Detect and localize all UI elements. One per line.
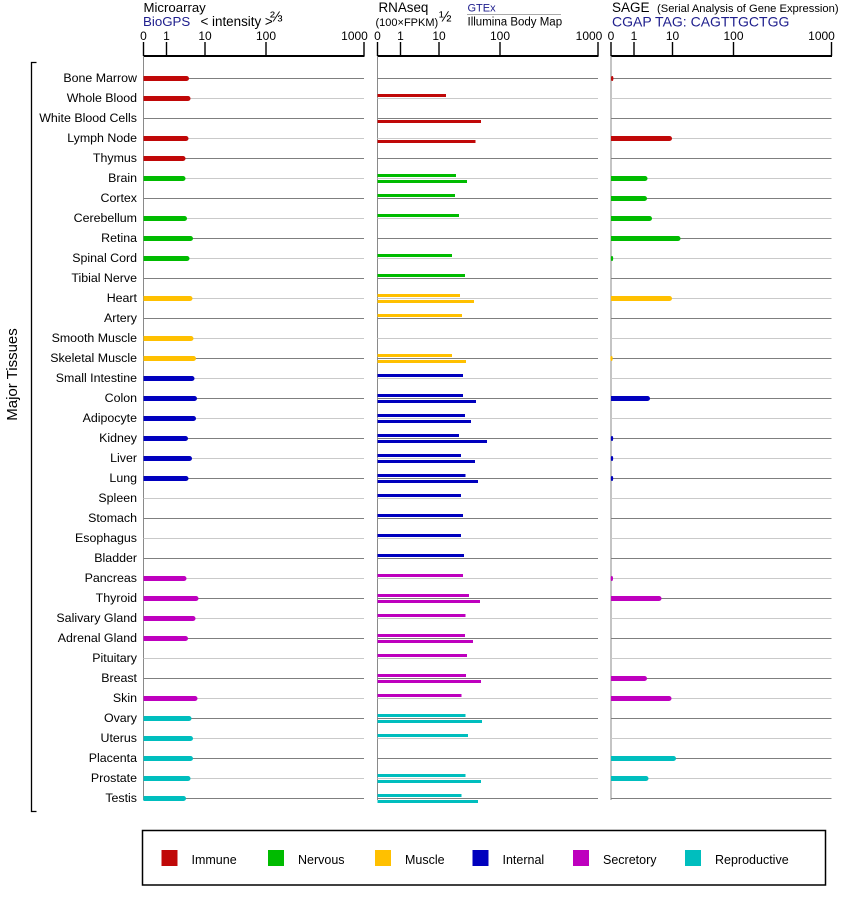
- svg-text:Skin: Skin: [113, 691, 137, 705]
- svg-text:Kidney: Kidney: [99, 431, 138, 445]
- svg-text:Lymph Node: Lymph Node: [67, 131, 137, 145]
- svg-text:Breast: Breast: [101, 671, 137, 685]
- svg-text:1000: 1000: [808, 29, 835, 43]
- svg-text:Internal: Internal: [503, 853, 545, 867]
- svg-text:10: 10: [432, 29, 446, 43]
- svg-text:Cortex: Cortex: [101, 191, 138, 205]
- svg-text:Retina: Retina: [101, 231, 137, 245]
- svg-text:Immune: Immune: [192, 853, 237, 867]
- svg-text:Thyroid: Thyroid: [96, 591, 137, 605]
- svg-text:Cerebellum: Cerebellum: [74, 211, 137, 225]
- svg-text:Skeletal Muscle: Skeletal Muscle: [50, 351, 137, 365]
- svg-text:Major Tissues: Major Tissues: [4, 328, 21, 421]
- svg-text:Bone Marrow: Bone Marrow: [63, 71, 137, 85]
- svg-text:Thymus: Thymus: [93, 151, 137, 165]
- svg-text:Muscle: Muscle: [405, 853, 445, 867]
- svg-text:Pancreas: Pancreas: [85, 571, 137, 585]
- svg-text:1: 1: [631, 29, 638, 43]
- svg-text:Spleen: Spleen: [98, 491, 137, 505]
- svg-text:Artery: Artery: [104, 311, 138, 325]
- svg-text:Heart: Heart: [107, 291, 138, 305]
- svg-text:Tibial Nerve: Tibial Nerve: [71, 271, 137, 285]
- svg-text:Whole Blood: Whole Blood: [67, 91, 137, 105]
- svg-text:Nervous: Nervous: [298, 853, 345, 867]
- svg-text:Uterus: Uterus: [101, 731, 138, 745]
- svg-text:(Serial Analysis of Gene Expre: (Serial Analysis of Gene Expression): [657, 3, 839, 15]
- svg-text:Microarray: Microarray: [144, 0, 207, 15]
- svg-text:Adipocyte: Adipocyte: [83, 411, 138, 425]
- svg-text:Small Intestine: Small Intestine: [56, 371, 137, 385]
- svg-text:Secretory: Secretory: [603, 853, 657, 867]
- svg-text:½: ½: [439, 9, 452, 26]
- svg-text:BioGPS: BioGPS: [143, 14, 190, 29]
- svg-text:Testis: Testis: [105, 791, 137, 805]
- svg-text:Brain: Brain: [108, 171, 137, 185]
- svg-text:Smooth Muscle: Smooth Muscle: [52, 331, 138, 345]
- svg-text:< intensity >: < intensity >: [201, 14, 273, 29]
- svg-text:SAGE: SAGE: [612, 0, 650, 15]
- svg-text:GTEx: GTEx: [468, 3, 497, 15]
- svg-text:1: 1: [397, 29, 404, 43]
- svg-text:(100×FPKM): (100×FPKM): [376, 17, 439, 29]
- svg-text:RNAseq: RNAseq: [379, 0, 429, 15]
- svg-text:Prostate: Prostate: [91, 771, 137, 785]
- svg-text:100: 100: [723, 29, 743, 43]
- svg-text:0: 0: [608, 29, 615, 43]
- svg-text:10: 10: [198, 29, 212, 43]
- svg-text:0: 0: [140, 29, 147, 43]
- svg-text:1000: 1000: [341, 29, 368, 43]
- svg-text:Adrenal Gland: Adrenal Gland: [58, 631, 137, 645]
- svg-text:Colon: Colon: [105, 391, 137, 405]
- svg-text:0: 0: [374, 29, 381, 43]
- svg-text:Placenta: Placenta: [89, 751, 137, 765]
- svg-text:100: 100: [490, 29, 510, 43]
- svg-text:100: 100: [256, 29, 276, 43]
- svg-text:CGAP TAG: CAGTTGCTGG: CGAP TAG: CAGTTGCTGG: [612, 14, 789, 30]
- svg-text:⅔: ⅔: [270, 9, 283, 26]
- svg-text:Bladder: Bladder: [94, 551, 137, 565]
- svg-text:Pituitary: Pituitary: [92, 651, 138, 665]
- svg-text:Lung: Lung: [109, 471, 137, 485]
- svg-text:Illumina Body Map: Illumina Body Map: [468, 17, 563, 29]
- svg-text:10: 10: [666, 29, 680, 43]
- svg-text:1: 1: [163, 29, 170, 43]
- svg-text:Ovary: Ovary: [104, 711, 138, 725]
- svg-text:Liver: Liver: [110, 451, 137, 465]
- svg-text:Salivary Gland: Salivary Gland: [56, 611, 137, 625]
- svg-text:White Blood Cells: White Blood Cells: [39, 111, 137, 125]
- svg-text:Esophagus: Esophagus: [75, 531, 137, 545]
- svg-text:1000: 1000: [576, 29, 603, 43]
- svg-text:Reproductive: Reproductive: [715, 853, 789, 867]
- svg-text:Stomach: Stomach: [88, 511, 137, 525]
- svg-text:Spinal Cord: Spinal Cord: [72, 251, 137, 265]
